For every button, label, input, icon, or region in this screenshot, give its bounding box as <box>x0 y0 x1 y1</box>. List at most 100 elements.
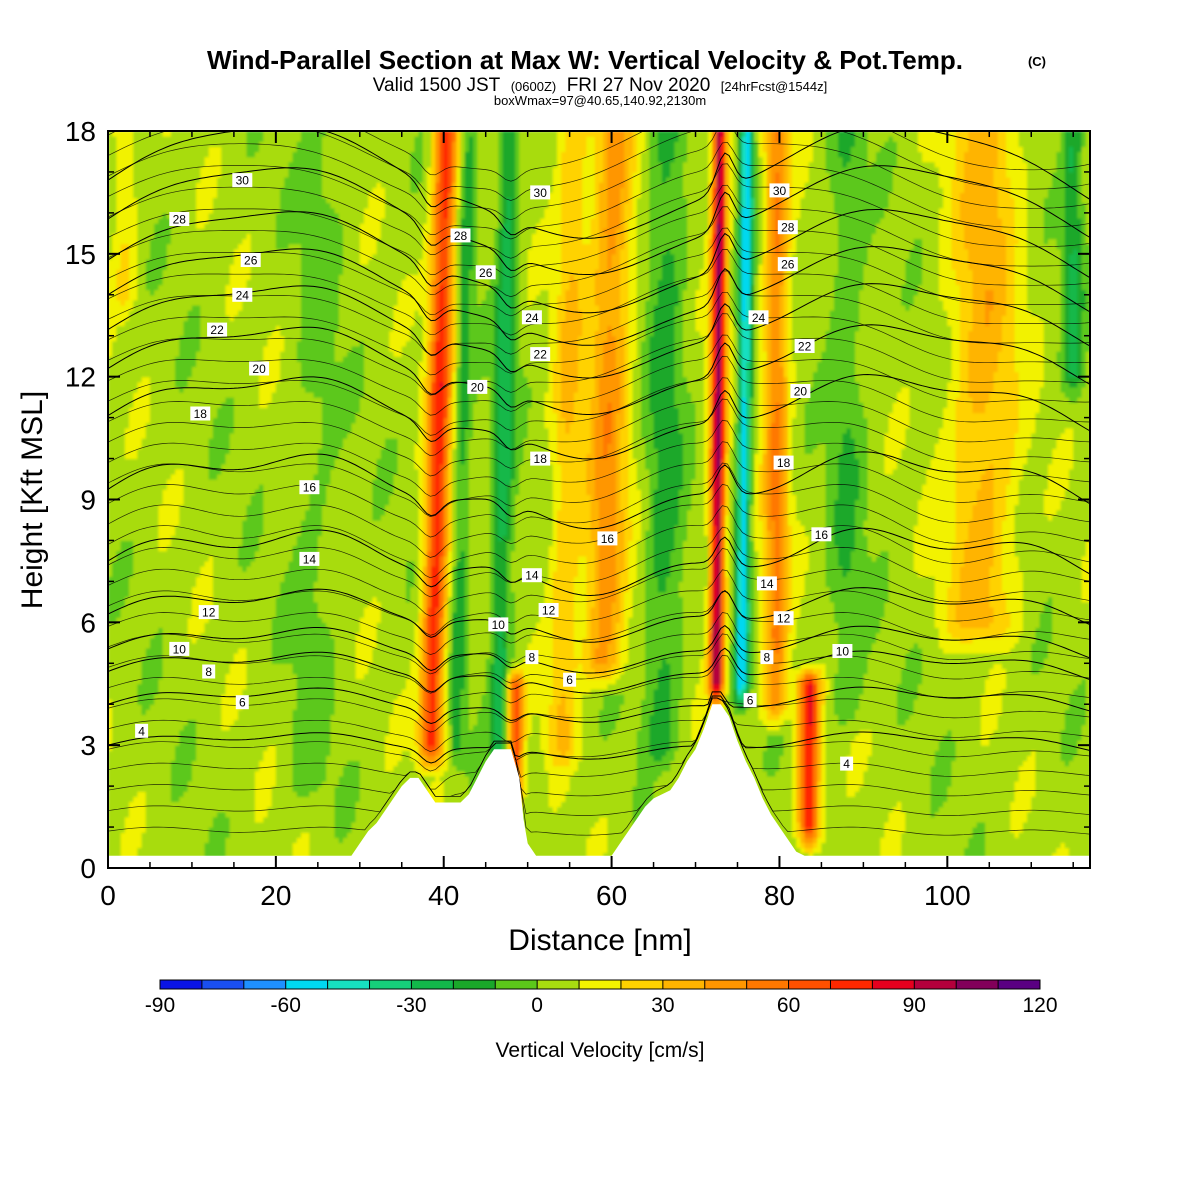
contour-label-text: 28 <box>781 221 795 235</box>
y-tick-label: 18 <box>65 116 96 147</box>
y-tick-label: 9 <box>80 485 96 516</box>
contour-label-text: 16 <box>303 481 317 495</box>
colorbar-swatch <box>746 980 789 989</box>
contour-label: 28 <box>777 220 798 235</box>
contour-label: 6 <box>743 693 757 708</box>
contour-label-text: 10 <box>173 642 187 656</box>
contour-label: 16 <box>811 527 832 542</box>
colorbar: -90 -60 -30 0 30 60 90 120 <box>145 979 1058 1017</box>
x-tick-label: 100 <box>924 880 971 911</box>
contour-label-text: 12 <box>777 612 791 626</box>
x-axis-title: Distance [nm] <box>508 924 691 957</box>
theta-contour-minor <box>108 163 1090 259</box>
contour-label: 8 <box>202 664 216 679</box>
box-wmax-info: boxWmax=97@40.65,140.92,2130m <box>494 93 706 108</box>
theta-contour-minor <box>108 142 1090 240</box>
contour-label: 4 <box>135 723 149 738</box>
contour-label-text: 30 <box>534 186 548 200</box>
contour-label-text: 20 <box>471 380 485 394</box>
theta-contour-minor <box>108 291 1090 376</box>
theta-contour <box>108 131 1090 239</box>
contour-labels: 4 6 8 10 12 14 16 18 20 22 24 26 28 30 30 28 26 24 22 20 18 1… <box>135 173 854 771</box>
contour-label: 14 <box>521 568 542 583</box>
contour-label: 6 <box>235 695 249 710</box>
y-tick-label: 12 <box>65 362 96 393</box>
colorbar-swatch <box>998 980 1041 989</box>
contour-label: 10 <box>488 617 509 632</box>
contour-label: 20 <box>790 384 811 399</box>
x-tick-label: 20 <box>260 880 291 911</box>
theta-contour-minor <box>108 548 1090 617</box>
contour-label: 12 <box>198 605 219 620</box>
contour-label-text: 30 <box>236 174 250 188</box>
theta-contour-minor <box>108 697 1090 790</box>
colorbar-swatch <box>160 980 203 989</box>
theta-contour-minor <box>108 526 1090 598</box>
theta-contour <box>108 209 1090 314</box>
contour-label: 22 <box>207 322 228 337</box>
colorbar-tick-label: 0 <box>531 994 543 1017</box>
contour-label-text: 6 <box>566 673 573 687</box>
theta-contour-minor <box>108 697 1090 797</box>
contour-label-text: 24 <box>236 288 250 302</box>
theta-contour-minor <box>108 633 1090 694</box>
contour-label: 8 <box>760 650 774 665</box>
theta-contour-minor <box>108 313 1090 396</box>
contour-label-text: 4 <box>138 724 145 738</box>
contour-label-text: 24 <box>525 311 539 325</box>
contour-label-text: 20 <box>252 362 266 376</box>
theta-contour-minor <box>108 249 1090 336</box>
contour-label: 18 <box>190 406 211 421</box>
contour-label: 12 <box>773 611 794 626</box>
contour-label-text: 16 <box>815 528 829 542</box>
theta-contour-minor <box>108 697 1090 836</box>
colorbar-swatch <box>579 980 622 989</box>
contour-label: 10 <box>832 644 853 659</box>
y-axis: 0 3 6 9 12 15 18 <box>65 116 1090 884</box>
theta-contour-minor <box>108 334 1090 416</box>
theta-contour-minor <box>108 131 1090 221</box>
colorbar-tick-label: 120 <box>1022 994 1057 1017</box>
contour-label-text: 6 <box>239 696 246 710</box>
colorbar-swatch <box>369 980 412 989</box>
contour-label-text: 20 <box>794 385 808 399</box>
contour-label: 30 <box>769 183 790 198</box>
theta-contour <box>108 695 1090 764</box>
contour-label-text: 18 <box>777 456 791 470</box>
contour-label-text: 18 <box>534 452 548 466</box>
theta-contour-minor <box>108 697 1090 816</box>
colorbar-swatch <box>201 980 245 989</box>
contour-label-text: 4 <box>843 757 850 771</box>
colorbar-swatch <box>243 980 287 989</box>
contour-label: 26 <box>475 265 496 280</box>
contour-label-text: 22 <box>534 348 548 362</box>
contour-label: 28 <box>169 212 190 227</box>
contour-label-text: 28 <box>454 229 468 243</box>
contour-label-text: 12 <box>542 604 556 618</box>
copyright-mark: (C) <box>1028 54 1046 69</box>
contour-label: 28 <box>450 228 471 243</box>
contour-label-text: 14 <box>760 577 774 591</box>
colorbar-swatch <box>495 980 538 989</box>
theta-contour-minor <box>108 131 1090 182</box>
theta-contour-minor <box>108 697 1090 772</box>
x-axis: 0 20 40 60 80 100 <box>100 131 1074 911</box>
contour-label: 14 <box>756 576 777 591</box>
contour-label-text: 28 <box>173 213 187 227</box>
contour-label-text: 12 <box>202 606 216 620</box>
contour-label: 16 <box>299 480 320 495</box>
contour-label-text: 30 <box>773 184 787 198</box>
theta-contour <box>108 246 1090 346</box>
contour-label-text: 26 <box>781 258 795 272</box>
title-block: Wind-Parallel Section at Max W: Vertical… <box>207 45 1046 108</box>
theta-contour <box>108 527 1090 597</box>
contour-label: 24 <box>748 310 769 325</box>
contour-label: 12 <box>538 603 559 618</box>
x-tick-label: 80 <box>764 880 795 911</box>
colorbar-swatch <box>956 980 999 989</box>
contour-label-text: 26 <box>244 254 258 268</box>
theta-contour-minor <box>108 505 1090 579</box>
contour-label-text: 26 <box>479 266 493 280</box>
theta-contour-minor <box>108 590 1090 655</box>
